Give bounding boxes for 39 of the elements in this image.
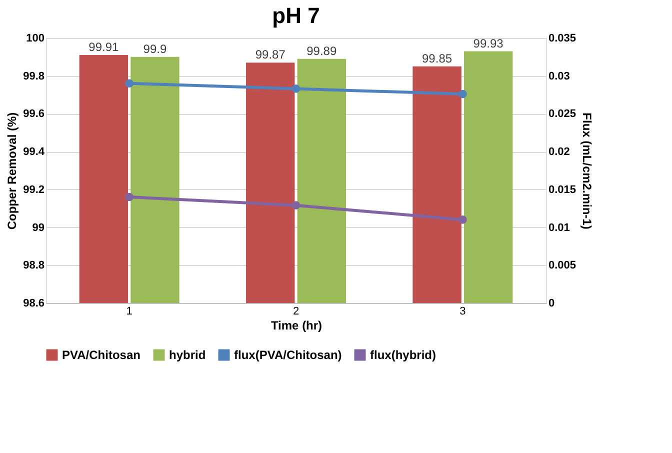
y2-tick-label: 0.01: [548, 222, 570, 234]
y-tick-label: 99.4: [23, 146, 46, 158]
y-axis-title: Copper Removal (%): [5, 112, 20, 230]
data-label: 99.9: [143, 42, 167, 56]
y2-tick-label: 0.035: [548, 32, 576, 44]
point: [458, 216, 467, 224]
y-tick-label: 99.6: [23, 108, 44, 120]
point: [125, 79, 134, 88]
x-axis-title: Time (hr): [270, 318, 322, 332]
x-tick-label: 3: [460, 306, 466, 318]
y-tick-label: 100: [26, 32, 44, 44]
data-label: 99.89: [306, 44, 337, 58]
point: [292, 201, 300, 210]
y2-tick-label: 0.025: [548, 108, 576, 120]
data-label: 99.91: [88, 40, 120, 54]
x-tick-label: 2: [292, 306, 300, 318]
point: [292, 84, 300, 93]
point: [458, 90, 467, 98]
y-tick-label: 99.2: [23, 184, 44, 196]
data-label: 99.93: [473, 36, 504, 50]
y2-tick-label: 0.02: [548, 146, 570, 158]
x-tick-label: 1: [126, 306, 132, 318]
y-tick-label: 98.8: [23, 260, 44, 272]
chart-title: pH 7: [272, 3, 320, 28]
legend-label: flux(PVA/Chitosan): [234, 348, 342, 362]
y2-tick-label: 0.005: [548, 260, 576, 272]
legend-label: PVA/Chitosan: [62, 348, 140, 362]
legend-label: flux(hybrid): [370, 348, 436, 362]
data-label: 99.87: [255, 48, 286, 62]
y2-tick-label: 0: [548, 298, 555, 310]
data-label: 99.85: [422, 51, 452, 66]
legend-label: hybrid: [169, 348, 206, 362]
y-tick-label: 99.8: [23, 70, 44, 82]
y2-axis-title: Flux (mL/cm2.min-1): [580, 112, 594, 230]
point: [125, 192, 134, 202]
y-tick-label: 98.6: [23, 298, 44, 310]
y2-tick-label: 0.03: [548, 70, 570, 82]
y-tick-label: 99: [32, 222, 44, 234]
y2-tick-label: 0.015: [548, 184, 576, 196]
